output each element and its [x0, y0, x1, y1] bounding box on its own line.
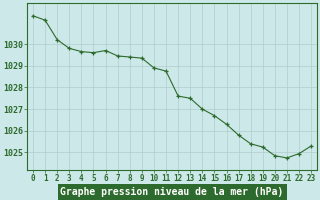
X-axis label: Graphe pression niveau de la mer (hPa): Graphe pression niveau de la mer (hPa)	[60, 187, 284, 197]
